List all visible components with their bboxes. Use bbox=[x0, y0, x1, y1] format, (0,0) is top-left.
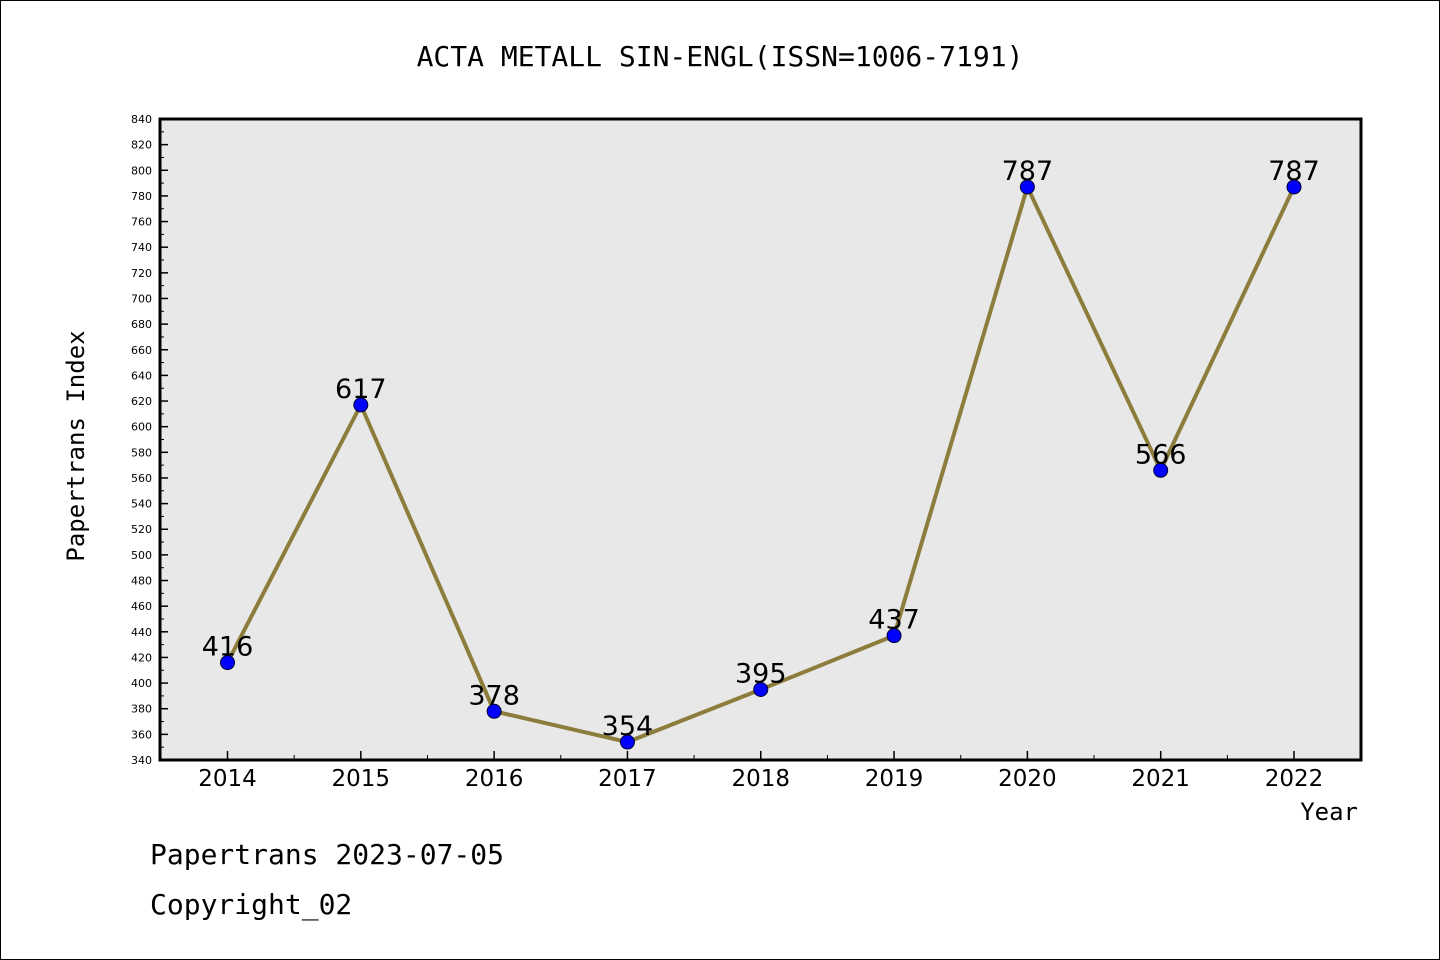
x-tick-label: 2019 bbox=[865, 766, 924, 792]
y-tick-label: 580 bbox=[131, 446, 152, 459]
y-axis: 340 360 380 400 420 440 460 480 500 520 540 560 580 6… bbox=[131, 113, 168, 767]
data-point-2018 bbox=[753, 681, 769, 697]
data-point-2021 bbox=[1153, 462, 1169, 478]
y-tick-label: 520 bbox=[131, 523, 152, 536]
x-tick-label: 2014 bbox=[198, 766, 257, 792]
data-label-2019: 437 bbox=[868, 605, 920, 636]
data-point-2019 bbox=[886, 628, 902, 644]
y-tick-label: 700 bbox=[131, 292, 152, 305]
data-label-2020: 787 bbox=[1002, 156, 1054, 187]
y-tick-label: 480 bbox=[131, 575, 152, 588]
y-tick-label: 760 bbox=[131, 216, 152, 229]
data-label-2018: 395 bbox=[735, 658, 787, 689]
data-label-2014: 416 bbox=[202, 632, 254, 663]
y-tick-label: 560 bbox=[131, 472, 152, 485]
chart-title: ACTA METALL SIN-ENGL(ISSN=1006-7191) bbox=[417, 40, 1024, 73]
y-tick-label: 840 bbox=[131, 113, 152, 126]
data-label-2021: 566 bbox=[1135, 439, 1187, 470]
y-tick-label: 800 bbox=[131, 164, 152, 177]
data-point-2017 bbox=[619, 734, 635, 750]
y-tick-label: 360 bbox=[131, 728, 152, 741]
y-tick-label: 640 bbox=[131, 369, 152, 382]
y-tick-label: 420 bbox=[131, 651, 152, 664]
y-axis-label: Papertrans Index bbox=[62, 330, 90, 561]
footer-copyright: Copyright_02 bbox=[150, 888, 352, 922]
x-tick-label: 2020 bbox=[998, 766, 1057, 792]
data-label-2022: 787 bbox=[1268, 156, 1320, 187]
plot-area bbox=[158, 117, 1363, 762]
y-tick-label: 440 bbox=[131, 626, 152, 639]
y-tick-label: 340 bbox=[131, 754, 152, 767]
data-point-2016 bbox=[486, 703, 502, 719]
markers-group bbox=[220, 179, 1302, 750]
x-axis: 2014 2015 2016 2017 2018 2019 2020 2021 2022 bbox=[198, 751, 1323, 792]
x-axis-label: Year bbox=[1300, 798, 1358, 826]
data-point-2022 bbox=[1286, 179, 1302, 195]
y-tick-label: 740 bbox=[131, 241, 152, 254]
data-labels-group: 416 617 378 354 395 437 787 566 787 bbox=[202, 156, 1320, 742]
y-tick-label: 500 bbox=[131, 549, 152, 562]
x-tick-label: 2016 bbox=[465, 766, 524, 792]
y-tick-label: 780 bbox=[131, 190, 152, 203]
y-tick-label: 820 bbox=[131, 139, 152, 152]
x-tick-label: 2018 bbox=[731, 766, 790, 792]
x-tick-label: 2022 bbox=[1265, 766, 1324, 792]
data-label-2015: 617 bbox=[335, 374, 387, 405]
y-tick-label: 460 bbox=[131, 600, 152, 613]
y-tick-label: 680 bbox=[131, 318, 152, 331]
x-tick-label: 2021 bbox=[1131, 766, 1190, 792]
footer-date: Papertrans 2023-07-05 bbox=[150, 838, 504, 871]
y-tick-label: 380 bbox=[131, 703, 152, 716]
x-tick-label: 2015 bbox=[332, 766, 391, 792]
y-tick-label: 540 bbox=[131, 498, 152, 511]
data-point-2015 bbox=[353, 397, 369, 413]
y-tick-label: 660 bbox=[131, 344, 152, 357]
y-tick-label: 400 bbox=[131, 677, 152, 690]
data-point-2014 bbox=[220, 655, 235, 671]
data-label-2017: 354 bbox=[602, 711, 654, 742]
y-tick-label: 600 bbox=[131, 421, 152, 434]
x-tick-label: 2017 bbox=[598, 766, 657, 792]
data-point-2020 bbox=[1019, 179, 1035, 195]
y-tick-label: 720 bbox=[131, 267, 152, 280]
y-tick-label: 620 bbox=[131, 395, 152, 408]
data-label-2016: 378 bbox=[468, 680, 520, 711]
